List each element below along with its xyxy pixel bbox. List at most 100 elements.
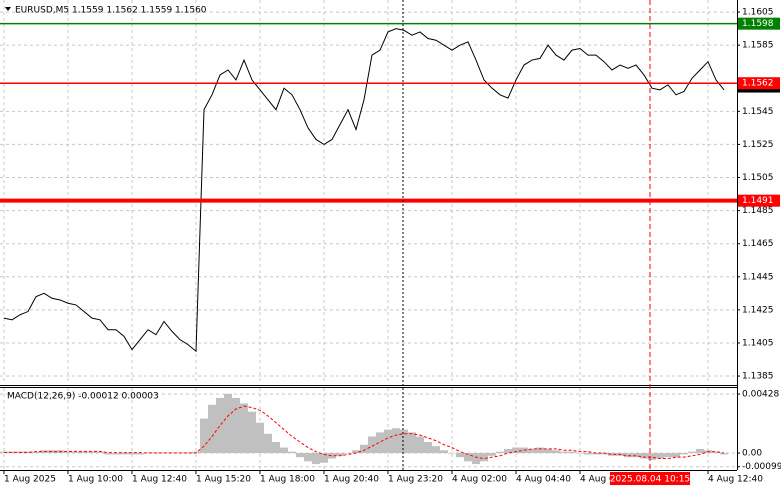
level-label-box xyxy=(738,17,780,30)
histogram-bar xyxy=(256,422,264,454)
histogram-bar xyxy=(232,397,240,454)
histogram-bar xyxy=(536,447,544,454)
histogram-bar xyxy=(80,451,88,454)
histogram-bar xyxy=(624,453,632,458)
histogram-bar xyxy=(136,453,144,455)
histogram-bar xyxy=(528,448,536,454)
histogram-bar xyxy=(464,453,472,462)
histogram-bar xyxy=(576,453,584,454)
histogram-bar xyxy=(304,453,312,462)
histogram-bar xyxy=(440,450,448,454)
y-tick-label: 1.1425 xyxy=(742,305,774,315)
histogram-bar xyxy=(128,453,136,455)
histogram-bar xyxy=(688,451,696,454)
histogram-bar xyxy=(352,450,360,454)
histogram-bar xyxy=(104,453,112,455)
histogram-bar xyxy=(456,453,464,458)
date-marker-label: 2025.08.04 10:15 xyxy=(610,475,690,485)
histogram-bar xyxy=(472,453,480,465)
y-tick-label: 1.1485 xyxy=(742,206,774,216)
histogram-bar xyxy=(264,433,272,454)
histogram-bar xyxy=(696,448,704,454)
histogram-bar xyxy=(272,442,280,454)
histogram-bar xyxy=(400,429,408,454)
histogram-bar xyxy=(408,432,416,454)
histogram-bar xyxy=(360,444,368,454)
y-tick-label: -0.00099 xyxy=(742,462,781,472)
x-tick-label: 1 Aug 15:20 xyxy=(196,475,251,485)
histogram-bar xyxy=(368,436,376,454)
y-tick-label: 1.1525 xyxy=(742,140,774,150)
grid xyxy=(0,0,737,470)
x-tick-label: 4 Aug 07:20 xyxy=(580,475,635,485)
histogram-bar xyxy=(448,453,456,454)
indicator-title: MACD(12,26,9) -0.00012 0.00003 xyxy=(7,392,159,402)
histogram-bar xyxy=(432,446,440,454)
histogram-bar xyxy=(424,442,432,454)
histogram-bar xyxy=(336,453,344,456)
x-tick-label: 4 Aug 12:40 xyxy=(708,475,763,485)
histogram-bar xyxy=(24,451,32,454)
histogram-bar xyxy=(120,453,128,455)
histogram-bar xyxy=(312,453,320,465)
histogram-bar xyxy=(208,404,216,454)
x-tick-label: 1 Aug 12:40 xyxy=(132,475,187,485)
histogram-bar xyxy=(656,453,664,459)
histogram-bar xyxy=(288,451,296,454)
histogram-bar xyxy=(96,451,104,454)
histogram-bar xyxy=(64,451,72,454)
histogram-bar xyxy=(648,453,656,460)
date-marker-box xyxy=(610,472,690,485)
histogram-bar xyxy=(200,418,208,454)
plots xyxy=(0,0,737,470)
y-tick-label: 1.1545 xyxy=(742,107,774,117)
histogram-bar xyxy=(320,453,328,463)
x-tick-label: 4 Aug 04:40 xyxy=(516,475,571,485)
histogram-bar xyxy=(144,452,152,454)
histogram-bar xyxy=(384,429,392,454)
histogram-bar xyxy=(168,452,176,454)
histogram-bar xyxy=(720,453,728,455)
y-tick-label: 1.1505 xyxy=(742,173,774,183)
histogram-bar xyxy=(568,451,576,454)
histogram-bar xyxy=(376,432,384,454)
x-tick-label: 4 Aug 02:00 xyxy=(452,475,507,485)
histogram-bar xyxy=(72,451,80,454)
histogram-bar xyxy=(280,447,288,454)
histogram-bar xyxy=(328,453,336,459)
chart-title: EURUSD,M5 1.1559 1.1562 1.1559 1.1560 xyxy=(15,6,207,16)
histogram-bar xyxy=(664,453,672,458)
level-label: 1.1562 xyxy=(742,79,774,89)
histogram-bar xyxy=(504,448,512,454)
histogram-bar xyxy=(248,411,256,454)
histogram-bar xyxy=(392,428,400,454)
signal-line xyxy=(4,405,725,460)
histogram-bar xyxy=(560,451,568,454)
overlays: 1.16051.15851.15451.15251.15051.14851.14… xyxy=(3,0,781,485)
y-tick-label: 1.1445 xyxy=(742,272,774,282)
histogram-bar xyxy=(480,453,488,462)
y-tick-label: 1.1605 xyxy=(742,8,774,18)
level-label-box xyxy=(738,194,780,207)
histogram-bar xyxy=(240,403,248,454)
x-tick-label: 1 Aug 2025 xyxy=(4,475,56,485)
histogram-bar xyxy=(344,453,352,454)
histogram-bar xyxy=(88,451,96,454)
histogram-bar xyxy=(552,450,560,454)
histogram-bar xyxy=(680,453,688,455)
symbol-arrow xyxy=(5,7,11,11)
histogram-bar xyxy=(632,453,640,458)
y-tick-label: 0.00 xyxy=(742,449,762,459)
histogram-bar xyxy=(224,393,232,454)
histogram-bar xyxy=(608,453,616,456)
histogram-bar xyxy=(416,436,424,454)
level-label-box xyxy=(738,77,780,90)
histogram-bar xyxy=(112,453,120,455)
histogram-bar xyxy=(296,453,304,458)
y-tick-label: 0.00428 xyxy=(742,390,779,400)
x-tick-label: 1 Aug 10:00 xyxy=(68,475,123,485)
x-tick-label: 1 Aug 20:40 xyxy=(324,475,379,485)
histogram-bar xyxy=(640,453,648,459)
